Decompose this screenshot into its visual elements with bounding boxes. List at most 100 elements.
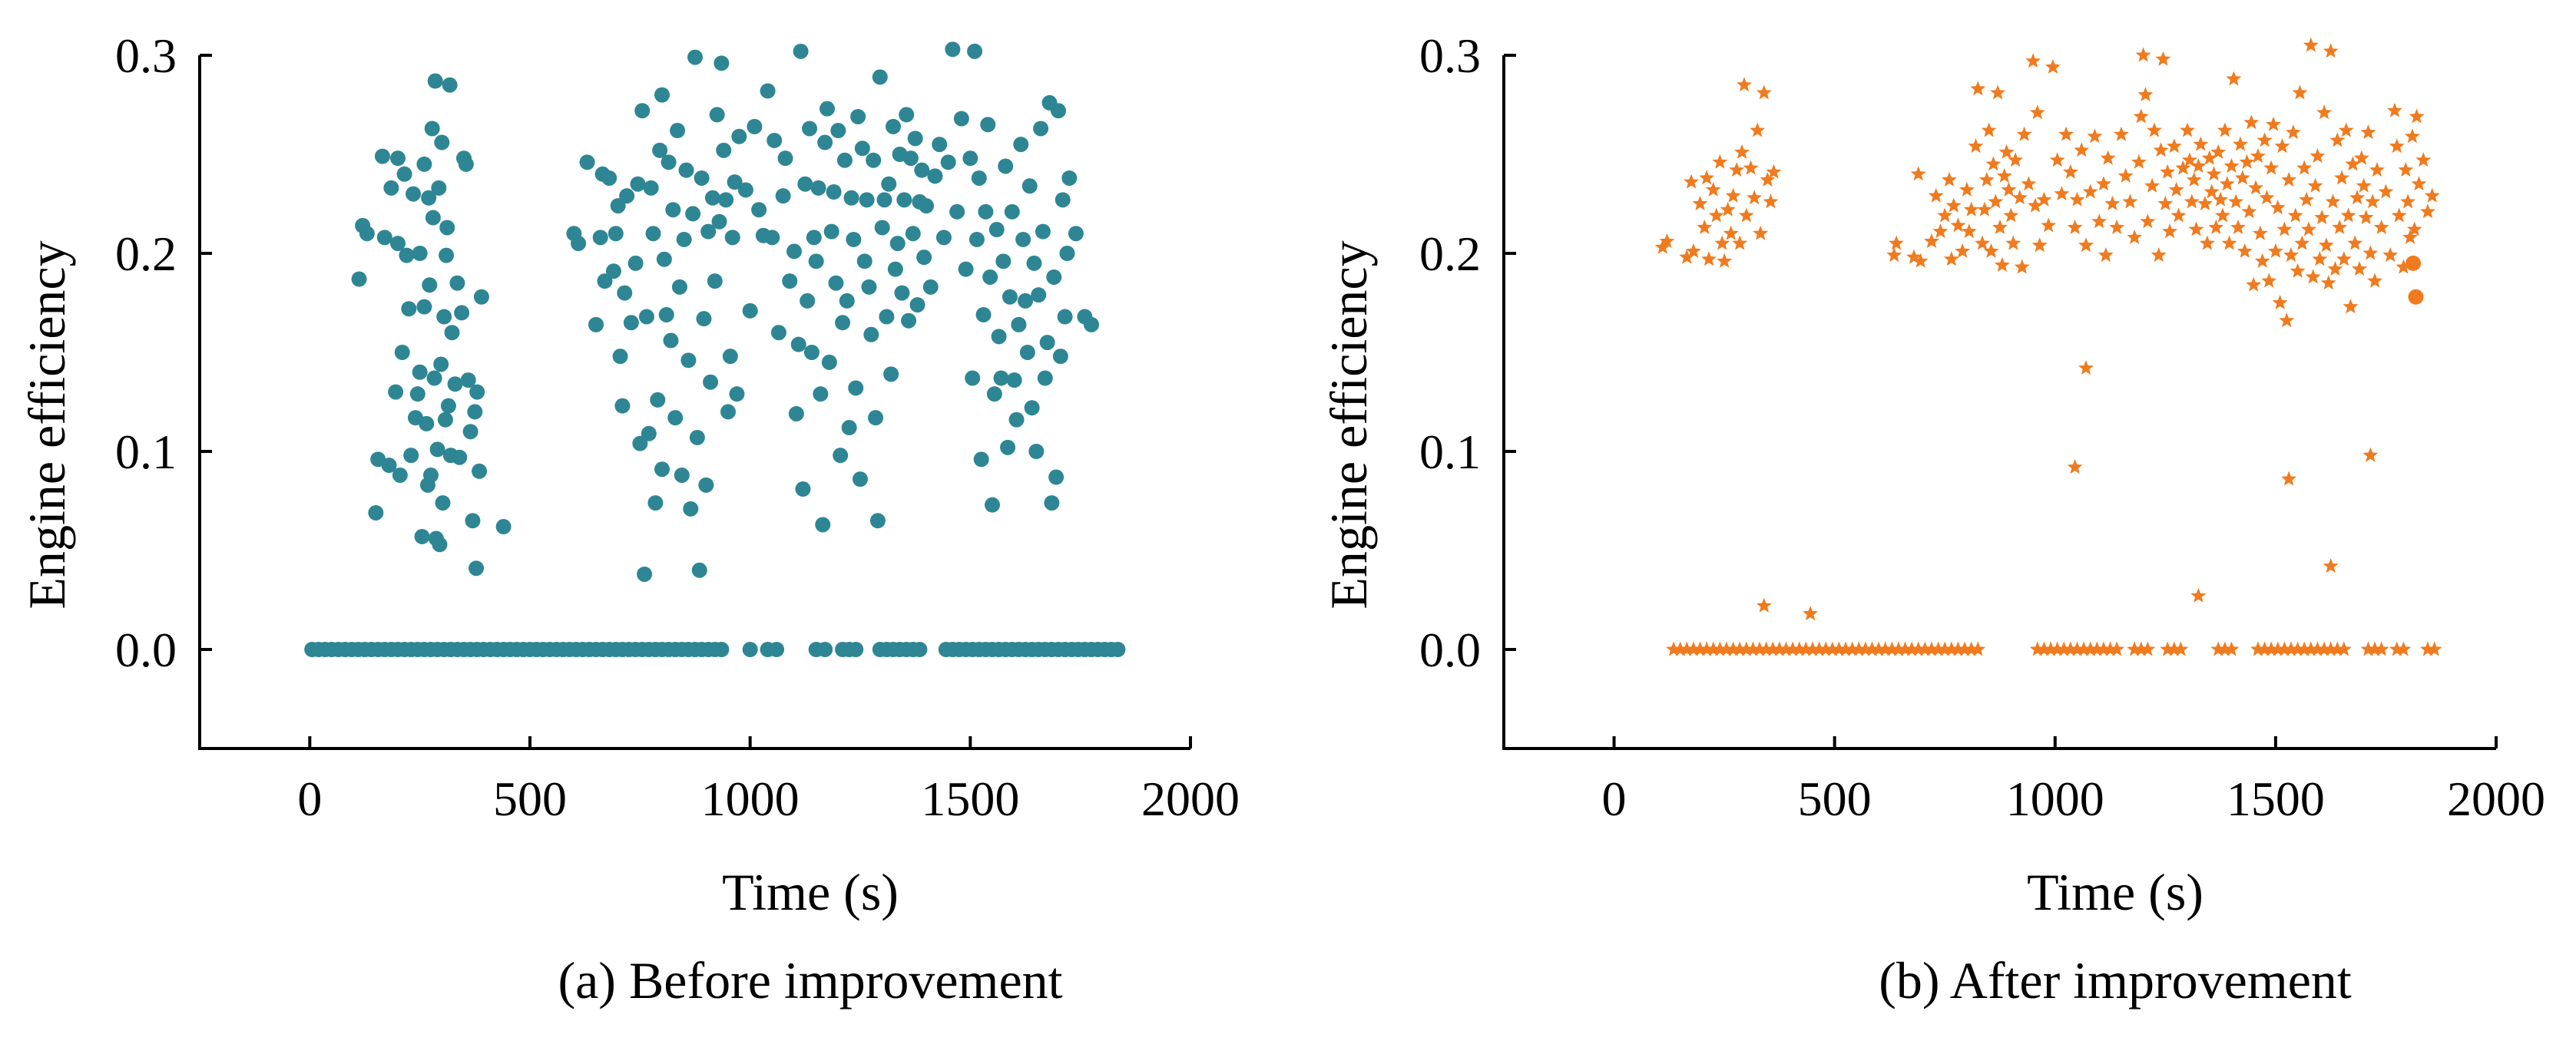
data-point: [396, 166, 412, 182]
data-point: [2250, 148, 2266, 164]
data-point: [775, 188, 791, 204]
data-point: [2250, 641, 2266, 656]
data-point: [1037, 370, 1053, 386]
data-point: [2398, 162, 2414, 177]
data-point: [2190, 587, 2207, 603]
data-point: [1732, 235, 1748, 250]
data-point: [1018, 292, 1033, 309]
data-point: [1013, 137, 1029, 153]
data-point: [2405, 255, 2422, 271]
data-point: [2274, 138, 2290, 154]
data-point: [665, 202, 681, 218]
data-point: [2404, 128, 2420, 144]
data-point: [2089, 641, 2105, 656]
data-point: [2127, 641, 2143, 656]
data-point: [1756, 84, 1772, 100]
data-point: [1061, 170, 1078, 186]
data-point: [696, 311, 712, 327]
data-point: [731, 128, 747, 144]
data-point: [667, 410, 684, 426]
data-point: [770, 325, 786, 341]
data-point: [645, 226, 661, 242]
data-point: [1055, 192, 1071, 208]
data-point: [2396, 641, 2412, 656]
axis-spine: [1502, 55, 2496, 750]
data-point: [1685, 243, 1701, 258]
data-point: [1917, 641, 1933, 656]
data-point: [2076, 641, 2092, 656]
data-point: [894, 285, 910, 301]
data-point: [815, 517, 831, 533]
data-point: [872, 69, 888, 85]
data-point: [2303, 641, 2319, 656]
data-point: [861, 279, 877, 295]
x-tick-label: 1500: [2227, 772, 2325, 826]
data-point: [2201, 150, 2217, 165]
data-point: [683, 501, 699, 517]
data-point: [1723, 225, 1739, 240]
data-point: [1701, 251, 1717, 266]
data-point: [881, 176, 897, 192]
data-point: [439, 220, 455, 236]
data-point: [965, 370, 981, 386]
data-point: [1877, 641, 1893, 656]
data-point: [704, 190, 720, 206]
axis-spine: [198, 55, 1190, 750]
y-tick-label: 0.1: [1419, 425, 1481, 479]
data-point: [2135, 47, 2151, 62]
y-tick-label: 0.2: [115, 226, 177, 281]
data-point: [2029, 641, 2045, 656]
data-point: [2162, 223, 2178, 239]
data-point: [403, 448, 419, 464]
data-point: [663, 332, 679, 349]
data-point: [817, 642, 833, 657]
data-point: [1897, 641, 1913, 656]
data-point: [968, 231, 985, 247]
data-point: [2241, 203, 2257, 219]
data-point: [1659, 233, 1675, 248]
data-point: [945, 41, 961, 58]
data-point: [1943, 251, 1959, 266]
data-point: [2336, 641, 2352, 656]
data-point: [1068, 226, 1084, 242]
data-point: [850, 108, 866, 124]
data-point: [995, 253, 1012, 269]
data-point: [2217, 122, 2233, 137]
data-point: [1785, 641, 1801, 656]
data-point: [2299, 191, 2315, 207]
data-point: [2043, 641, 2058, 656]
y-tick-label: 0.1: [115, 425, 177, 479]
data-point: [678, 162, 694, 178]
data-point: [1985, 156, 2002, 171]
data-point: [1886, 247, 1902, 263]
data-point: [711, 213, 727, 230]
data-point: [2307, 177, 2323, 193]
data-point: [1976, 201, 1992, 216]
data-point: [423, 467, 439, 483]
data-point: [2426, 641, 2442, 656]
data-point: [1871, 641, 1887, 656]
data-point: [1729, 162, 1745, 177]
data-point: [2349, 190, 2366, 205]
data-point: [1932, 223, 1949, 239]
data-point: [351, 271, 367, 287]
data-point: [2424, 187, 2440, 203]
data-point: [1052, 349, 1068, 365]
data-point: [440, 398, 456, 414]
data-point: [716, 142, 732, 158]
data-point: [401, 301, 417, 317]
data-point: [2230, 220, 2247, 234]
data-point: [2305, 269, 2321, 284]
data-point: [2137, 87, 2154, 102]
data-point: [1717, 253, 1733, 268]
data-point: [901, 312, 917, 329]
data-point: [907, 131, 923, 147]
data-point: [2373, 641, 2389, 656]
data-point: [1857, 641, 1873, 656]
data-point: [2325, 193, 2341, 209]
data-point: [1110, 642, 1126, 657]
data-point: [2062, 641, 2078, 656]
data-point: [374, 148, 390, 164]
data-point: [835, 315, 851, 331]
data-point: [833, 448, 849, 464]
